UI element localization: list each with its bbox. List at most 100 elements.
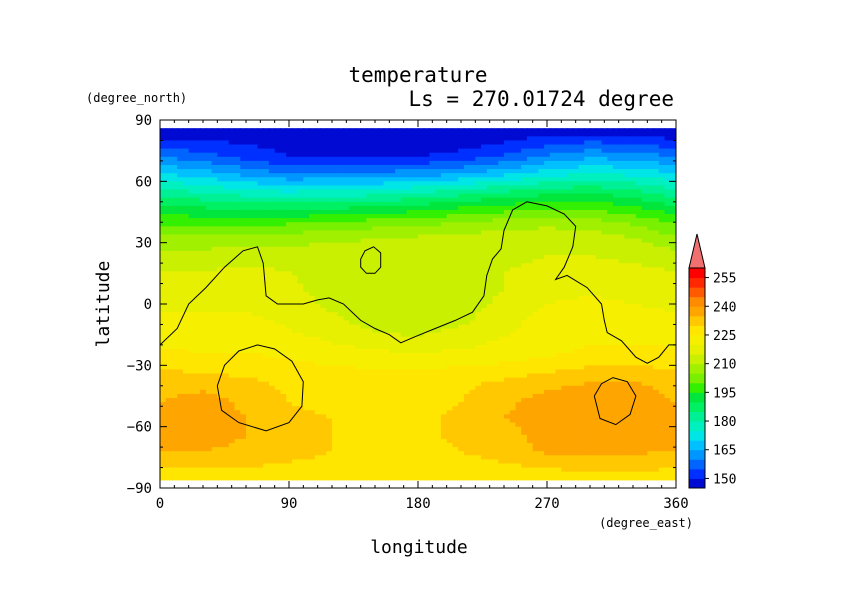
field-cell <box>280 209 287 215</box>
y-unit-label: (degree_north) <box>86 91 187 105</box>
field-cell <box>395 234 402 240</box>
field-cell <box>446 144 453 150</box>
field-cell <box>211 169 218 174</box>
field-cell <box>406 340 413 346</box>
field-cell <box>228 291 236 297</box>
field-cell <box>664 234 671 240</box>
field-cell <box>452 197 459 203</box>
field-cell <box>400 332 408 338</box>
field-cell <box>653 136 660 142</box>
field-cell <box>590 332 597 338</box>
field-cell <box>251 348 259 354</box>
field-cell <box>653 197 660 203</box>
field-cell <box>343 254 350 260</box>
field-cell <box>228 230 236 236</box>
field-cell <box>177 332 184 338</box>
field-cell <box>309 263 316 268</box>
field-cell <box>343 230 350 236</box>
field-cell <box>274 226 281 231</box>
field-cell <box>452 316 459 321</box>
field-cell <box>664 185 671 191</box>
field-cell <box>544 140 551 146</box>
field-cell <box>360 287 367 293</box>
field-cell <box>389 136 396 142</box>
field-cell <box>360 152 367 158</box>
field-cell <box>268 316 276 321</box>
field-cell <box>291 189 299 195</box>
field-cell <box>590 156 597 162</box>
field-cell <box>182 209 190 215</box>
field-cell <box>160 263 167 268</box>
field-cell <box>446 254 453 260</box>
field-cell <box>400 279 408 285</box>
field-cell <box>177 324 184 330</box>
field-cell <box>297 160 304 166</box>
field-cell <box>332 320 339 326</box>
field-cell <box>458 156 465 162</box>
field-cell <box>458 160 465 166</box>
field-cell <box>188 271 195 276</box>
field-cell <box>297 340 304 346</box>
field-cell <box>326 214 333 219</box>
field-cell <box>612 271 620 276</box>
field-cell <box>223 197 230 203</box>
field-cell <box>188 267 195 272</box>
field-cell <box>572 193 580 199</box>
field-cell <box>177 218 184 223</box>
field-cell <box>544 148 551 154</box>
field-cell <box>607 267 614 272</box>
field-cell <box>630 348 637 354</box>
field-cell <box>572 201 580 207</box>
field-cell <box>526 304 534 309</box>
field-cell <box>337 189 345 195</box>
field-cell <box>567 279 574 285</box>
field-cell <box>240 353 247 358</box>
field-cell <box>561 218 568 223</box>
field-cell <box>280 312 287 317</box>
field-cell <box>182 295 190 301</box>
field-cell <box>303 226 310 231</box>
field-cell <box>194 193 201 199</box>
field-cell <box>584 250 591 256</box>
field-cell <box>578 283 585 289</box>
field-cell <box>578 295 585 301</box>
field-cell <box>177 148 184 154</box>
field-cell <box>228 128 236 133</box>
field-cell <box>446 218 453 223</box>
field-cell <box>251 189 259 195</box>
field-cell <box>412 259 419 264</box>
field-cell <box>561 271 568 276</box>
field-cell <box>377 353 385 358</box>
field-cell <box>641 222 648 227</box>
field-cell <box>337 185 345 191</box>
field-cell <box>526 254 534 260</box>
field-cell <box>406 332 413 338</box>
field-cell <box>549 173 557 178</box>
field-cell <box>653 156 660 162</box>
field-cell <box>509 193 517 199</box>
field-cell <box>670 344 676 350</box>
field-cell <box>440 222 448 227</box>
field-cell <box>177 316 184 321</box>
field-cell <box>309 308 316 313</box>
field-cell <box>177 185 184 191</box>
field-cell <box>446 160 453 166</box>
field-cell <box>595 156 603 162</box>
field-cell <box>555 226 562 231</box>
field-cell <box>383 304 390 309</box>
field-cell <box>486 152 494 158</box>
field-cell <box>263 132 270 137</box>
field-cell <box>251 222 259 227</box>
field-cell <box>618 299 625 305</box>
field-cell <box>486 320 494 326</box>
field-cell <box>177 197 184 203</box>
field-cell <box>211 136 218 142</box>
field-cell <box>205 173 213 178</box>
field-cell <box>160 214 167 219</box>
field-cell <box>595 205 603 211</box>
field-cell <box>595 201 603 207</box>
field-cell <box>578 320 585 326</box>
field-cell <box>509 344 517 350</box>
field-cell <box>360 336 367 342</box>
field-cell <box>504 308 511 313</box>
